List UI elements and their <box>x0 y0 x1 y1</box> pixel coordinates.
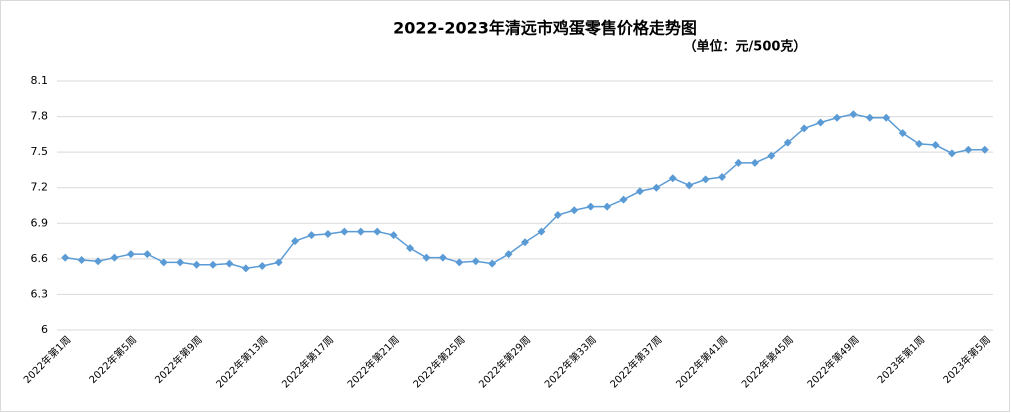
data-marker <box>521 238 529 247</box>
data-marker <box>603 202 612 211</box>
data-marker <box>849 110 858 119</box>
y-tick-label: 6 <box>41 323 48 336</box>
data-marker <box>176 258 185 267</box>
data-marker <box>373 227 382 236</box>
data-marker <box>915 139 924 148</box>
y-tick-label: 8.1 <box>31 74 49 87</box>
data-marker <box>225 259 234 268</box>
data-marker <box>553 210 562 219</box>
y-tick-label: 6.6 <box>31 252 49 265</box>
data-marker <box>291 237 300 246</box>
data-marker <box>668 174 677 183</box>
y-tick-label: 7.5 <box>31 145 49 158</box>
data-marker <box>750 158 759 167</box>
data-marker <box>307 231 316 240</box>
data-marker <box>570 206 579 215</box>
data-marker <box>110 253 119 262</box>
data-marker <box>61 253 70 262</box>
y-tick-label: 7.2 <box>31 181 49 194</box>
data-marker <box>898 129 907 138</box>
data-marker <box>504 250 513 259</box>
data-marker <box>701 175 710 184</box>
data-marker <box>816 118 825 127</box>
data-marker <box>274 258 283 267</box>
data-marker <box>406 244 415 253</box>
data-marker <box>159 258 168 267</box>
data-marker <box>488 259 497 268</box>
data-marker <box>635 187 644 196</box>
data-marker <box>882 113 891 122</box>
data-marker <box>767 151 776 160</box>
data-marker <box>438 253 447 262</box>
data-marker <box>980 145 989 154</box>
data-marker <box>241 264 250 273</box>
data-marker <box>537 227 546 236</box>
data-marker <box>422 253 431 262</box>
data-marker <box>685 181 694 190</box>
data-marker <box>931 141 940 150</box>
data-marker <box>209 260 217 269</box>
y-tick-label: 6.9 <box>31 216 49 229</box>
data-marker <box>340 227 349 236</box>
y-tick-label: 7.8 <box>31 110 49 123</box>
data-marker <box>143 250 152 259</box>
data-marker <box>964 145 973 154</box>
data-marker <box>471 257 480 266</box>
data-marker <box>734 158 743 167</box>
data-marker <box>800 124 809 133</box>
chart-subtitle: （单位：元/500克） <box>684 39 807 55</box>
data-marker <box>192 260 201 269</box>
data-marker <box>652 183 661 192</box>
data-marker <box>586 202 595 211</box>
data-marker <box>833 113 841 122</box>
data-marker <box>126 250 135 259</box>
data-marker <box>323 229 332 238</box>
data-marker <box>77 256 86 265</box>
data-marker <box>783 138 792 147</box>
data-marker <box>356 227 365 236</box>
data-marker <box>94 257 103 266</box>
data-marker <box>865 113 874 122</box>
data-marker <box>947 149 956 158</box>
y-tick-label: 6.3 <box>31 287 49 300</box>
data-marker <box>258 261 267 270</box>
data-marker <box>718 173 727 182</box>
data-marker <box>619 195 628 204</box>
data-marker <box>455 258 464 267</box>
data-marker <box>389 231 398 240</box>
chart-title: 2022-2023年清远市鸡蛋零售价格走势图 <box>393 19 697 38</box>
